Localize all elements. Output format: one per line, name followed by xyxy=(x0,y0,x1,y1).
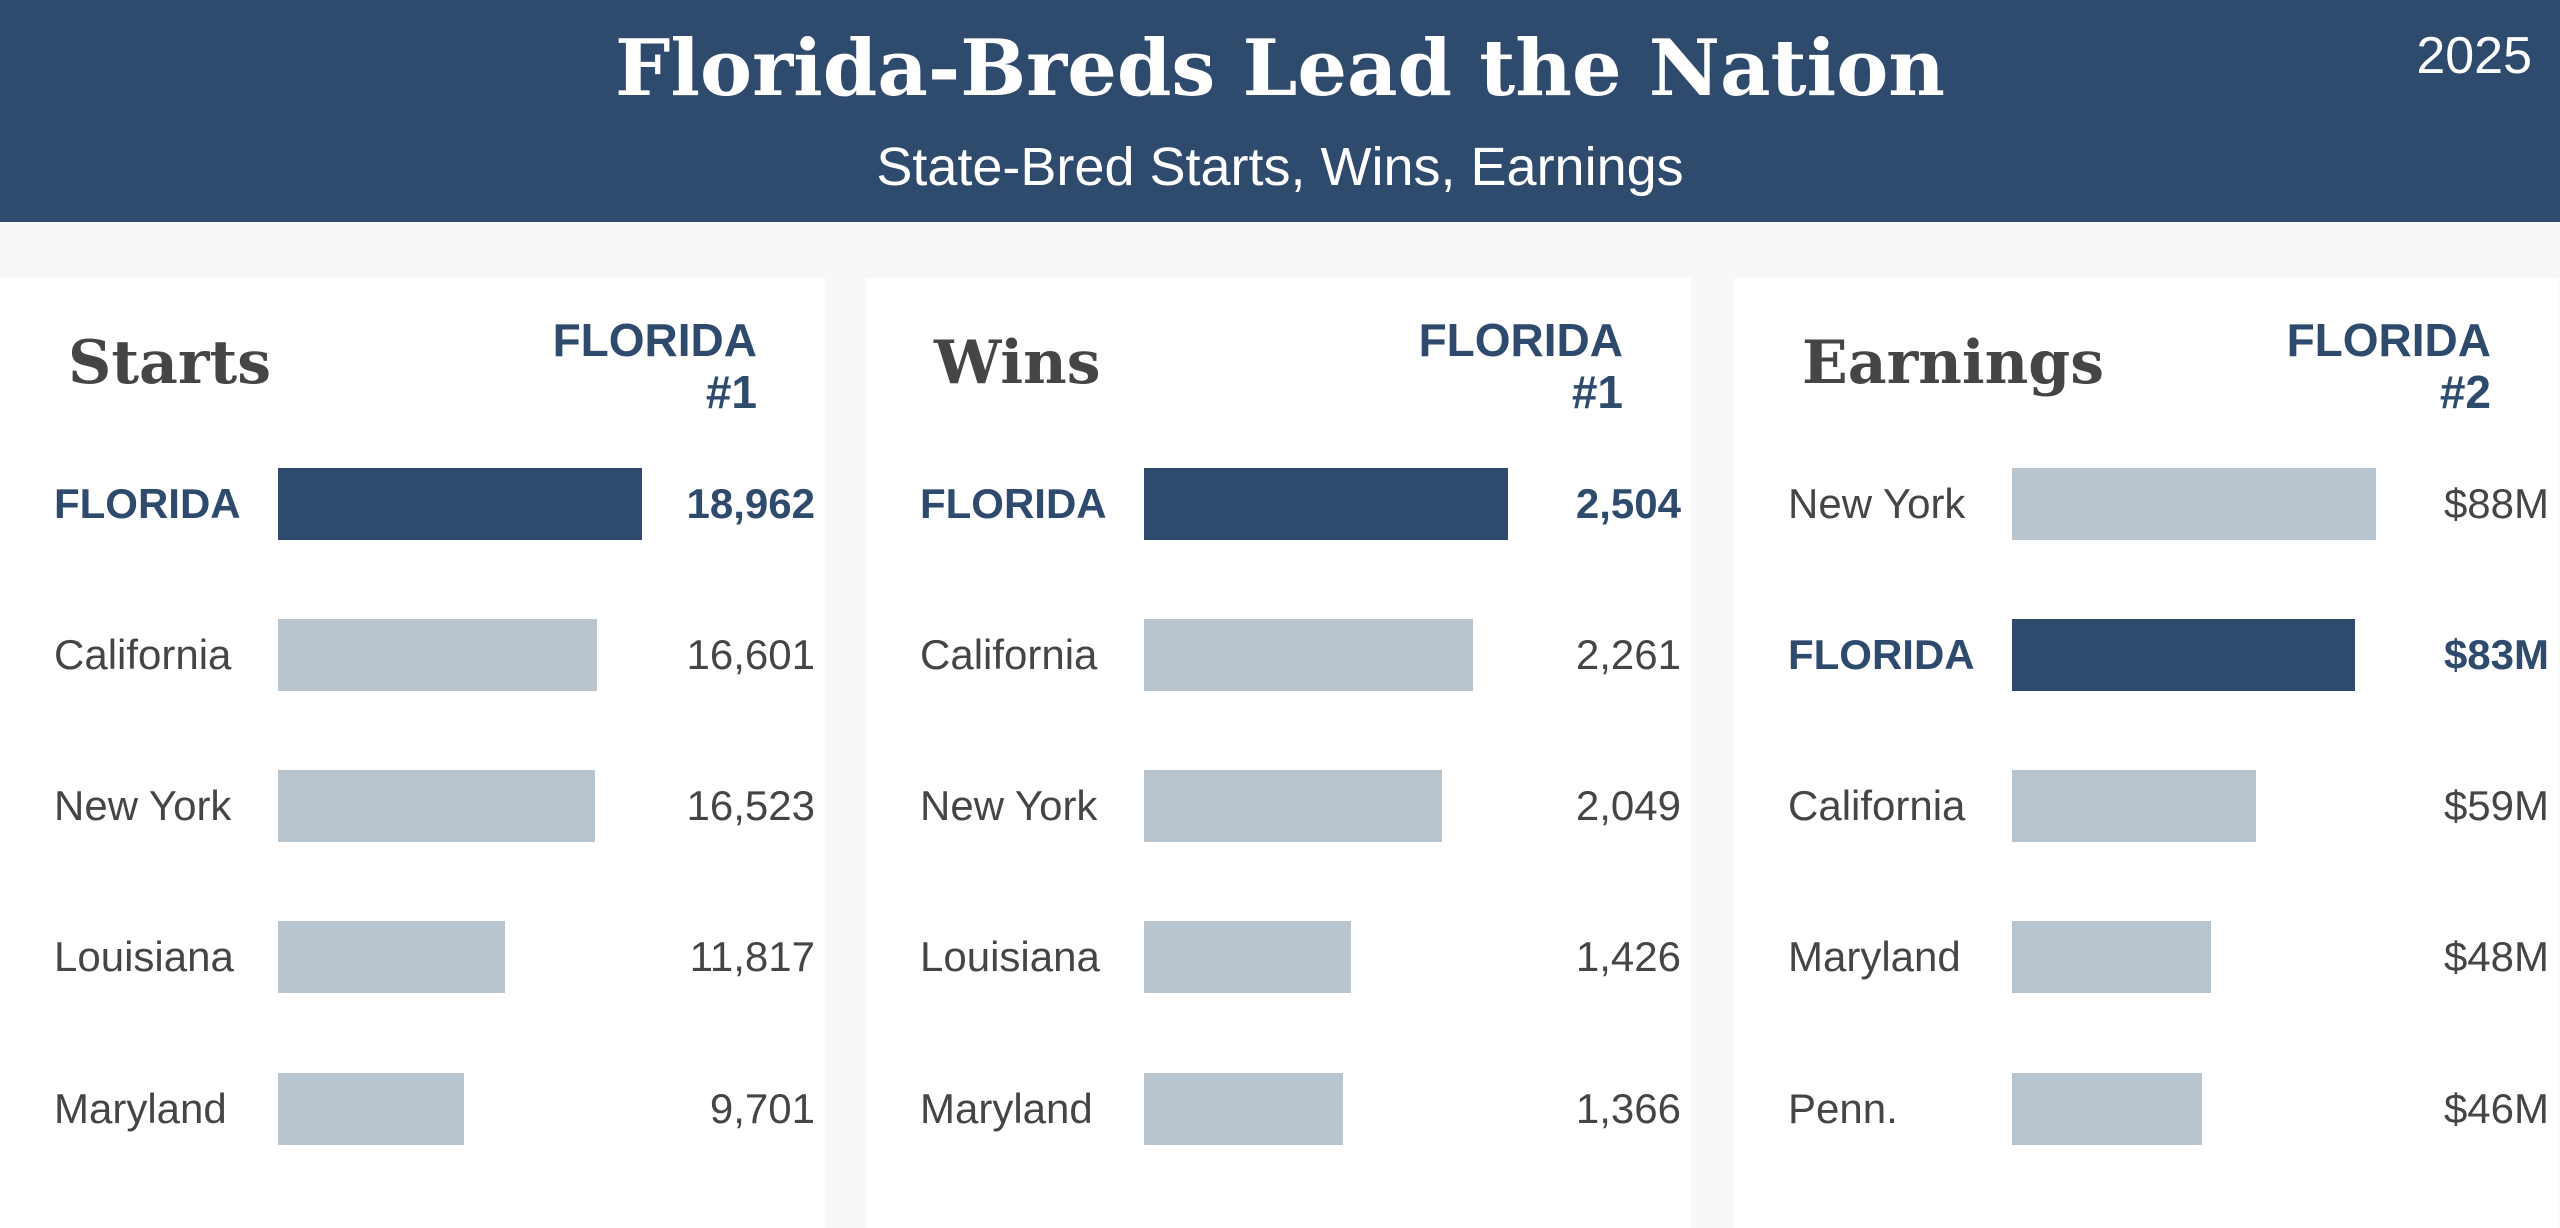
header: Florida-Breds Lead the Nation State-Bred… xyxy=(0,0,2560,222)
year-label: 2025 xyxy=(2416,27,2532,85)
rank-number: #1 xyxy=(1571,366,1623,418)
bar-maryland xyxy=(278,1073,465,1145)
bar-louisiana xyxy=(1144,921,1352,993)
bar-california xyxy=(278,619,597,691)
rank-number: #1 xyxy=(705,366,757,418)
bar-new-york xyxy=(278,770,596,842)
category-label: FLORIDA xyxy=(54,480,241,527)
category-label: California xyxy=(920,631,1098,678)
page-subtitle: State-Bred Starts, Wins, Earnings xyxy=(876,137,1684,197)
category-label: Maryland xyxy=(920,1085,1093,1132)
wins-row-florida: FLORIDA 2,504 xyxy=(866,468,1691,540)
wins-row-maryland: Maryland 1,366 xyxy=(866,1073,1691,1145)
starts-row-maryland: Maryland 9,701 xyxy=(0,1073,825,1145)
earnings-title: Earnings xyxy=(1802,328,2104,398)
page-title: Florida-Breds Lead the Nation xyxy=(615,23,1945,114)
bar-california xyxy=(2012,770,2257,842)
value-label: $88M xyxy=(2443,480,2549,527)
earnings-rank-badge: FLORIDA #2 xyxy=(2287,314,2491,418)
value-label: 16,523 xyxy=(686,782,815,829)
bar-new-york xyxy=(2012,468,2376,540)
category-label: Louisiana xyxy=(920,933,1100,980)
wins-title: Wins xyxy=(934,328,1101,398)
earnings-row-california: California $59M xyxy=(1734,770,2559,842)
value-label: 1,426 xyxy=(1575,933,1681,980)
bar-penn xyxy=(2012,1073,2203,1145)
value-label: $46M xyxy=(2443,1085,2549,1132)
wins-panel: Wins FLORIDA #1 FLORIDA 2,504 California 2,261… xyxy=(866,278,1691,1228)
bar-florida xyxy=(1144,468,1508,540)
earnings-row-maryland: Maryland $48M xyxy=(1734,921,2559,993)
bar-louisiana xyxy=(278,921,505,993)
value-label: $48M xyxy=(2443,933,2549,980)
value-label: 9,701 xyxy=(709,1085,815,1132)
bar-florida xyxy=(278,468,642,540)
rank-state: FLORIDA xyxy=(552,314,757,366)
starts-title: Starts xyxy=(68,328,272,398)
earnings-panel: Earnings FLORIDA #2 New York $88M FLORIDA $83M… xyxy=(1734,278,2559,1228)
value-label: 2,049 xyxy=(1575,782,1681,829)
category-label: Louisiana xyxy=(54,933,234,980)
wins-row-california: California 2,261 xyxy=(866,619,1691,691)
earnings-row-penn: Penn. $46M xyxy=(1734,1073,2559,1145)
value-label: 18,962 xyxy=(686,480,815,527)
value-label: $59M xyxy=(2443,782,2549,829)
category-label: Maryland xyxy=(1788,933,1961,980)
starts-row-florida: FLORIDA 18,962 xyxy=(0,468,825,540)
starts-row-new-york: New York 16,523 xyxy=(0,770,825,842)
category-label: FLORIDA xyxy=(1788,631,1975,678)
category-label: FLORIDA xyxy=(920,480,1107,527)
bar-new-york xyxy=(1144,770,1442,842)
value-label: 2,261 xyxy=(1575,631,1681,678)
bar-florida xyxy=(2012,619,2356,691)
value-label: 16,601 xyxy=(686,631,815,678)
wins-row-new-york: New York 2,049 xyxy=(866,770,1691,842)
rank-state: FLORIDA xyxy=(1418,314,1623,366)
value-label: 11,817 xyxy=(689,933,815,980)
wins-rank-badge: FLORIDA #1 xyxy=(1419,314,1623,418)
rank-state: FLORIDA xyxy=(2286,314,2491,366)
category-label: New York xyxy=(1788,480,1966,527)
category-label: New York xyxy=(920,782,1098,829)
earnings-row-new-york: New York $88M xyxy=(1734,468,2559,540)
bar-maryland xyxy=(1144,1073,1343,1145)
category-label: California xyxy=(54,631,232,678)
starts-row-louisiana: Louisiana 11,817 xyxy=(0,921,825,993)
category-label: Maryland xyxy=(54,1085,227,1132)
wins-row-louisiana: Louisiana 1,426 xyxy=(866,921,1691,993)
starts-rank-badge: FLORIDA #1 xyxy=(553,314,757,418)
category-label: California xyxy=(1788,782,1966,829)
value-label: 1,366 xyxy=(1575,1085,1681,1132)
category-label: New York xyxy=(54,782,232,829)
bar-california xyxy=(1144,619,1473,691)
starts-row-california: California 16,601 xyxy=(0,619,825,691)
value-label: 2,504 xyxy=(1575,480,1681,527)
bar-maryland xyxy=(2012,921,2211,993)
category-label: Penn. xyxy=(1788,1085,1898,1132)
value-label: $83M xyxy=(2443,631,2549,678)
rank-number: #2 xyxy=(2439,366,2491,418)
starts-panel: Starts FLORIDA #1 FLORIDA 18,962 California 16… xyxy=(0,278,825,1228)
earnings-row-florida: FLORIDA $83M xyxy=(1734,619,2559,691)
